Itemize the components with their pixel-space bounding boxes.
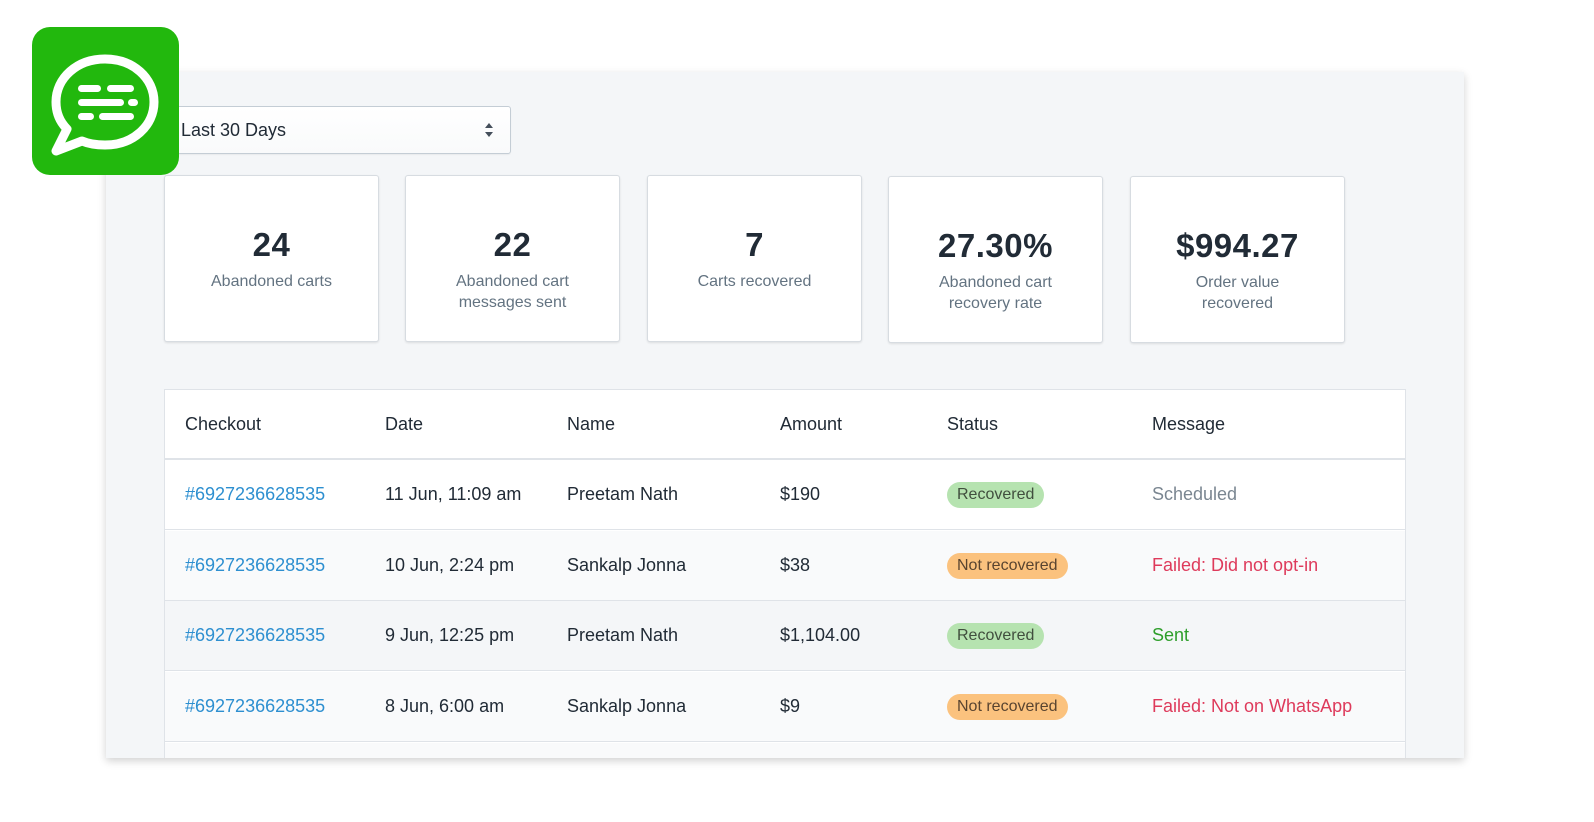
stat-card-messages-sent: 22 Abandoned cart messages sent (405, 175, 620, 342)
stat-card-abandoned-carts: 24 Abandoned carts (164, 175, 379, 342)
stat-card-recovery-rate: 27.30% Abandoned cart recovery rate (888, 176, 1103, 343)
row-date: 9 Jun, 12:25 pm (385, 625, 515, 645)
column-header-message: Message (1152, 414, 1226, 434)
chat-bubble-icon (51, 54, 159, 156)
select-arrows-icon (484, 121, 494, 139)
table-row: #6927236628535 9 Jun, 12:25 pm Preetam N… (165, 601, 1405, 671)
status-badge: Recovered (947, 623, 1045, 649)
status-badge: Not recovered (947, 553, 1068, 579)
column-header-name: Name (567, 414, 616, 434)
stat-label: Order value recovered (1195, 274, 1280, 312)
date-range-select[interactable]: Last 30 Days (170, 106, 511, 154)
stat-label: Carts recovered (697, 273, 812, 290)
row-amount: $190 (780, 484, 821, 504)
row-name: Sankalp Jonna (567, 555, 687, 575)
abandoned-carts-table: Checkout Date Name Amount Status Message… (164, 389, 1406, 758)
row-message: Scheduled (1152, 484, 1238, 504)
status-badge: Not recovered (947, 694, 1068, 720)
table-row-partial (165, 743, 1405, 758)
stat-value: $994.27 (1176, 227, 1299, 264)
dashboard-panel: Last 30 Days 24 Abandoned carts 22 Aband… (106, 72, 1464, 758)
row-amount: $1,104.00 (780, 625, 861, 645)
stat-value: 7 (745, 226, 764, 263)
row-message: Sent (1152, 625, 1190, 645)
row-date: 8 Jun, 6:00 am (385, 696, 505, 716)
row-message: Failed: Not on WhatsApp (1152, 696, 1353, 716)
checkout-link[interactable]: #6927236628535 (185, 625, 326, 645)
row-name: Preetam Nath (567, 484, 679, 504)
stat-value: 24 (252, 226, 291, 263)
row-message: Failed: Did not opt-in (1152, 555, 1319, 575)
app-logo (32, 27, 179, 175)
column-header-status: Status (947, 414, 999, 434)
row-date: 11 Jun, 11:09 am (385, 484, 522, 504)
stat-card-carts-recovered: 7 Carts recovered (647, 175, 862, 342)
table-row: #6927236628535 8 Jun, 6:00 am Sankalp Jo… (165, 672, 1405, 742)
row-amount: $38 (780, 555, 811, 575)
table-header: Checkout Date Name Amount Status Message (165, 390, 1405, 460)
column-header-amount: Amount (780, 414, 843, 434)
column-header-date: Date (385, 414, 424, 434)
stat-label: Abandoned carts (211, 273, 332, 290)
table-row: #6927236628535 10 Jun, 2:24 pm Sankalp J… (165, 531, 1405, 601)
stat-value: 27.30% (938, 227, 1053, 264)
column-header-checkout: Checkout (185, 414, 262, 434)
stat-card-order-value: $994.27 Order value recovered (1130, 176, 1345, 343)
checkout-link[interactable]: #6927236628535 (185, 484, 326, 504)
row-date: 10 Jun, 2:24 pm (385, 555, 515, 575)
status-badge: Recovered (947, 482, 1045, 508)
stat-value: 22 (493, 226, 532, 263)
row-name: Preetam Nath (567, 625, 679, 645)
stat-label: Abandoned cart recovery rate (939, 274, 1052, 312)
row-name: Sankalp Jonna (567, 696, 687, 716)
checkout-link[interactable]: #6927236628535 (185, 696, 326, 716)
date-range-value: Last 30 Days (181, 120, 287, 140)
stat-label: Abandoned cart messages sent (456, 273, 569, 311)
row-amount: $9 (780, 696, 801, 716)
checkout-link[interactable]: #6927236628535 (185, 555, 326, 575)
table-row: #6927236628535 11 Jun, 11:09 am Preetam … (165, 460, 1405, 530)
